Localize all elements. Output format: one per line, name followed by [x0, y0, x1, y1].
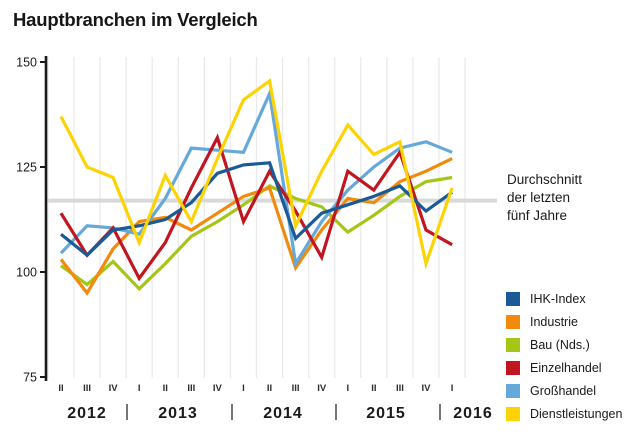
- quarter-label: III: [292, 383, 300, 394]
- average-line-label-line3: fünf Jahre: [507, 207, 568, 223]
- series-line-ihk-index: [59, 161, 454, 258]
- legend-item: Dienstleistungen: [506, 402, 640, 425]
- year-label: 2016: [453, 405, 493, 422]
- legend-item: Bau (Nds.): [506, 333, 640, 356]
- x-axis-year-labels: 2012 2013 2014 2015 2016: [67, 404, 493, 422]
- legend-label: Bau (Nds.): [530, 337, 590, 352]
- legend-label: IHK-Index: [530, 291, 586, 306]
- quarter-label: IV: [109, 383, 119, 394]
- series-line-gro-handel: [59, 87, 453, 269]
- quarter-label: I: [242, 383, 245, 394]
- quarter-label: II: [267, 383, 272, 394]
- x-axis-quarter-labels: II III IV I II III IV I II III IV I II III IV I: [58, 383, 453, 394]
- legend-swatch: [506, 337, 520, 352]
- year-label: 2015: [366, 405, 406, 422]
- legend-swatch: [506, 291, 520, 306]
- year-label: 2014: [263, 405, 303, 422]
- gridlines: [47, 57, 466, 378]
- series-line-dienstleistungen: [59, 78, 454, 270]
- average-line-label-line2: der letzten: [507, 189, 571, 205]
- legend-swatch: [506, 360, 520, 375]
- y-tick-label: 100: [16, 266, 37, 280]
- legend-swatch: [506, 383, 520, 398]
- average-line-label-line1: Durchschnitt: [507, 172, 583, 187]
- legend-item: Einzelhandel: [506, 356, 640, 379]
- year-label: 2012: [67, 405, 107, 422]
- quarter-label: I: [451, 383, 454, 394]
- y-tick-label: 125: [16, 161, 37, 175]
- y-axis: [40, 56, 48, 381]
- legend-label: Industrie: [530, 314, 578, 329]
- quarter-label: I: [346, 383, 349, 394]
- legend-swatch: [506, 314, 520, 329]
- quarter-label: IV: [421, 383, 431, 394]
- quarter-label: II: [58, 383, 63, 394]
- average-line-label: Durchschnitt der letzten fünf Jahre: [507, 171, 632, 224]
- legend: IHK-Index Industrie Bau (Nds.) Einzelhandel…: [506, 287, 640, 425]
- legend-item: Großhandel: [506, 379, 640, 402]
- page-title: Hauptbranchen im Vergleich: [13, 9, 258, 30]
- legend-item: IHK-Index: [506, 287, 640, 310]
- y-axis-tick-labels: 150 125 100 75: [16, 56, 37, 385]
- legend-swatch: [506, 406, 520, 421]
- quarter-label: IV: [213, 383, 223, 394]
- y-tick-label: 150: [16, 56, 37, 70]
- legend-label: Einzelhandel: [530, 360, 602, 375]
- legend-item: Industrie: [506, 310, 640, 333]
- legend-label: Dienstleistungen: [530, 406, 623, 421]
- quarter-label: II: [371, 383, 376, 394]
- legend-label: Großhandel: [530, 383, 597, 398]
- quarter-label: III: [187, 383, 195, 394]
- quarter-label: III: [396, 383, 404, 394]
- quarter-label: III: [83, 383, 91, 394]
- year-label: 2013: [158, 405, 198, 422]
- quarter-label: II: [163, 383, 168, 394]
- quarter-label: I: [138, 383, 141, 394]
- series-line-einzelhandel: [59, 133, 453, 282]
- quarter-label: IV: [317, 383, 327, 394]
- y-tick-label: 75: [23, 371, 37, 385]
